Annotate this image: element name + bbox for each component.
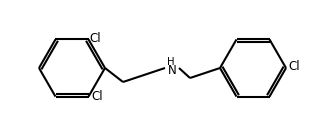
Text: N: N (168, 64, 176, 76)
Text: Cl: Cl (90, 32, 101, 45)
Text: Cl: Cl (92, 90, 103, 103)
Text: Cl: Cl (288, 61, 300, 73)
Text: H: H (167, 57, 175, 67)
